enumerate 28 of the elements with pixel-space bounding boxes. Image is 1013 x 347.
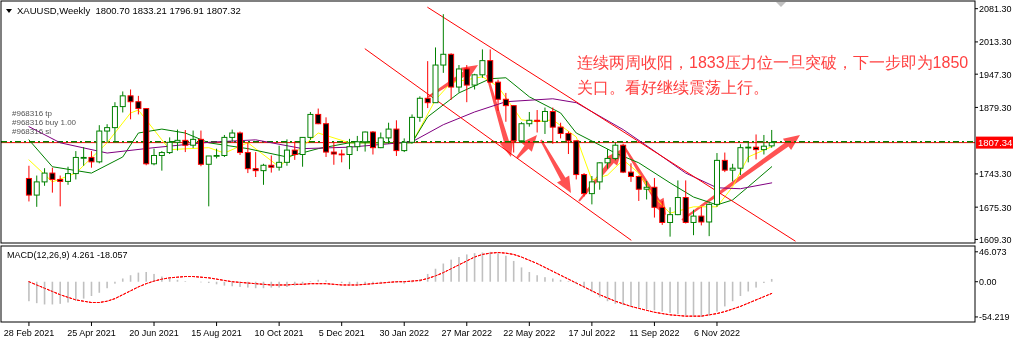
x-tick-label: 25 Apr 2021	[67, 328, 116, 338]
x-tick-label: 17 Jul 2022	[568, 328, 616, 338]
x-tick-label: 11 Sep 2022	[629, 328, 680, 338]
y-tick-label: 1675.30	[979, 202, 1012, 213]
ref-line-label: 1807.34	[978, 137, 1013, 149]
x-tick-label: 6 Nov 2022	[693, 328, 740, 338]
y-tick-label: 1879.30	[979, 102, 1012, 113]
x-tick-label: 27 Mar 2022	[441, 328, 493, 338]
chart-title: MACD(12,26,9) 4.261 -18.057	[7, 250, 128, 260]
x-tick-label: 5 Dec 2021	[318, 328, 365, 338]
y-tick-label: 1743.30	[979, 169, 1012, 180]
y-tick-label: 2081.30	[979, 4, 1012, 15]
y-tick-label: 46.073	[979, 247, 1007, 258]
x-tick-label: 20 Jun 2021	[129, 328, 179, 338]
y-tick-label: 1947.30	[979, 69, 1012, 80]
y-tick-label: -54.219	[979, 312, 1010, 323]
y-tick-label: 1609.30	[979, 234, 1012, 245]
y-tick-label: 2013.30	[979, 37, 1012, 48]
x-tick-label: 22 May 2022	[503, 328, 556, 338]
annotation: #968316 tp	[12, 109, 53, 118]
annotation: #968316 buy 1.00	[12, 118, 77, 127]
x-tick-label: 10 Oct 2021	[254, 328, 304, 338]
x-tick-label: 15 Aug 2021	[191, 328, 242, 338]
annotation: 连续两周收阳，1833压力位一旦突破，下一步即为1850关口。看好继续震荡上行。	[577, 54, 969, 96]
chart-title: XAUUSD,Weekly 1800.70 1833.21 1796.91 1807.32	[17, 5, 241, 16]
x-tick-label: 30 Jan 2022	[379, 328, 429, 338]
y-tick-label: 0.00	[979, 277, 997, 288]
x-tick-label: 28 Feb 2021	[3, 328, 55, 338]
